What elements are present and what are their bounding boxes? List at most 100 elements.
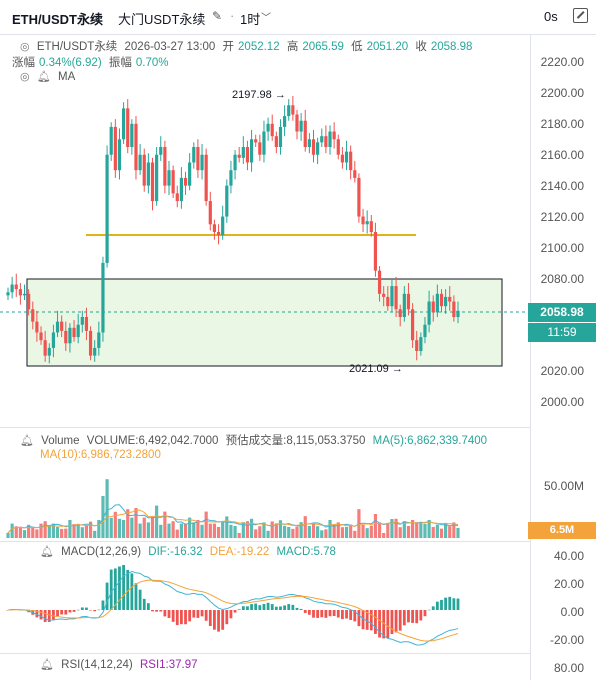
candle	[113, 126, 117, 171]
chart-canvas[interactable]	[0, 0, 530, 680]
edit-icon[interactable]: ✎	[212, 9, 223, 23]
macd-bar	[101, 600, 105, 610]
candle	[340, 154, 345, 163]
ma-label[interactable]: MA	[57, 71, 76, 83]
macd-bar	[163, 610, 167, 617]
eye-icon[interactable]: ◎	[20, 71, 30, 83]
bell-icon[interactable]: 🔔︎	[20, 435, 34, 447]
rsi-title[interactable]: RSI(14,12,24)	[61, 659, 133, 671]
candle	[274, 136, 278, 147]
candle	[109, 126, 113, 155]
candle	[373, 232, 378, 271]
macd-axis-tick: -20.00	[549, 633, 584, 647]
bell-icon[interactable]: 🔔︎	[36, 71, 51, 83]
macd-bar	[398, 610, 402, 631]
candle	[316, 142, 320, 155]
collapse-icon[interactable]: ◎	[20, 41, 30, 53]
candle	[216, 232, 221, 236]
volume-bar	[64, 528, 68, 538]
macd-bar	[151, 610, 154, 612]
macd-bar	[155, 610, 159, 612]
macd-bar	[76, 609, 80, 611]
volume-bar	[192, 522, 196, 538]
volume-bar	[163, 511, 167, 538]
macd-bar	[402, 610, 406, 626]
expand-icon[interactable]	[573, 8, 588, 23]
volume-bar	[196, 520, 200, 538]
volume-bar	[39, 523, 43, 538]
macd-bar	[394, 610, 398, 633]
bell-icon[interactable]: 🔔︎	[40, 659, 54, 671]
macd-bar	[126, 569, 130, 610]
macd-bar	[270, 604, 274, 610]
volume-bar	[6, 532, 10, 538]
candle	[27, 293, 31, 310]
macd-title[interactable]: MACD(12,26,9)	[61, 546, 142, 558]
candle	[377, 270, 382, 294]
candle	[121, 108, 126, 140]
candle	[51, 332, 56, 348]
symbol-title[interactable]: ETH/USDT永续	[12, 12, 104, 27]
macd-bar	[378, 610, 381, 638]
macd-bar	[237, 609, 241, 610]
macd-bar	[357, 610, 361, 627]
macd-bar	[444, 597, 448, 610]
volume-bar	[241, 522, 245, 538]
high-value: 2065.59	[302, 41, 344, 53]
macd-bar	[324, 610, 328, 618]
volume-bar	[55, 526, 60, 538]
macd-bar	[328, 610, 332, 617]
candle	[353, 170, 357, 178]
candle	[349, 151, 353, 171]
volume-bar	[324, 529, 328, 538]
macd-value: MACD:5.78	[276, 546, 336, 558]
price-tick: 2120.00	[540, 210, 584, 224]
volume-bar	[382, 532, 386, 538]
candle	[406, 293, 411, 310]
macd-bar	[332, 610, 336, 617]
macd-bar	[299, 608, 303, 610]
candle	[200, 154, 204, 171]
volume-bar	[10, 523, 14, 538]
volume-bar	[159, 524, 163, 538]
macd-bar	[130, 573, 134, 610]
volume-bar	[113, 511, 117, 538]
macd-legend: 🔔︎ MACD(12,26,9) DIF:-16.32 DEA:-19.22 M…	[40, 545, 340, 558]
chevron-down-icon[interactable]: ﹀	[261, 13, 271, 24]
price-tick: 2160.00	[540, 148, 584, 162]
volume-bar	[142, 517, 146, 538]
consolidation-zone-box[interactable]	[26, 278, 503, 367]
volume-bar	[386, 522, 390, 538]
volume-title[interactable]: Volume	[41, 435, 80, 447]
volume-bar	[105, 479, 109, 538]
macd-bar	[456, 598, 460, 610]
amplitude-label: 振幅	[108, 57, 132, 69]
volume-bar	[245, 521, 250, 538]
volume-bar	[452, 522, 456, 538]
volume-bar	[47, 526, 51, 538]
price-axis-divider	[530, 35, 531, 680]
volume-bar	[431, 526, 435, 538]
close-label: 收	[415, 41, 427, 53]
candle	[386, 296, 390, 307]
macd-bar	[192, 610, 196, 618]
pane-divider	[0, 541, 530, 542]
volume-bar	[27, 524, 31, 538]
volume-bar	[18, 526, 22, 538]
macd-bar	[142, 598, 146, 610]
candle	[183, 177, 188, 186]
macd-bar	[60, 610, 64, 615]
candle	[171, 170, 175, 194]
macd-bar	[134, 583, 138, 610]
dif-line	[7, 570, 459, 646]
candlestick-series	[6, 96, 460, 364]
candle	[221, 216, 225, 236]
low-annotation: 2021.09 →	[349, 363, 403, 375]
volume-bar	[444, 522, 448, 538]
candle	[68, 327, 72, 344]
bell-icon[interactable]: 🔔︎	[40, 546, 54, 558]
volume-bar	[22, 530, 27, 538]
interval-selector[interactable]: 1时	[240, 12, 261, 27]
macd-bar	[345, 610, 348, 619]
volume-bar	[216, 526, 221, 538]
